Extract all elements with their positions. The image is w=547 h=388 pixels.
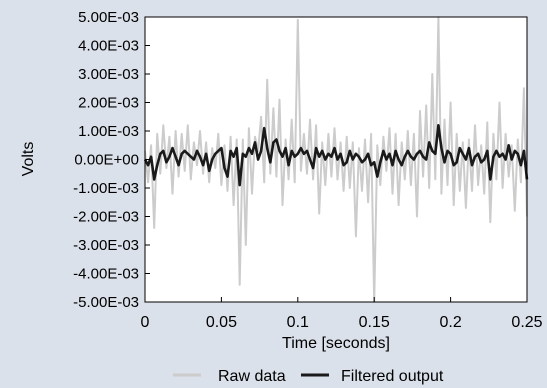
x-tick-label: 0.05 (206, 314, 237, 331)
y-tick-label: 3.00E-03 (78, 66, 139, 83)
y-tick-label: 4.00E-03 (78, 38, 139, 55)
y-tick-label: 5.00E-03 (78, 9, 139, 26)
y-tick-label: -3.00E-03 (73, 237, 139, 254)
legend-label-filtered-output: Filtered output (341, 368, 444, 385)
y-tick-label: -4.00E-03 (73, 266, 139, 283)
y-tick-label: 1.00E-03 (78, 123, 139, 140)
y-tick-label: -5.00E-03 (73, 294, 139, 311)
x-tick-label: 0.1 (287, 314, 309, 331)
x-axis: 0 0.05 0.1 0.15 0.2 0.25 (141, 297, 543, 331)
x-tick-label: 0.2 (439, 314, 461, 331)
filtered-output-line (143, 124, 529, 187)
y-tick-label: 0.00E+00 (74, 152, 139, 169)
y-tick-label: -2.00E-03 (73, 209, 139, 226)
legend-label-raw-data: Raw data (218, 368, 286, 385)
x-tick-label: 0 (141, 314, 150, 331)
y-tick-label: 2.00E-03 (78, 95, 139, 112)
y-axis-label: Volts (20, 142, 37, 177)
x-tick-label: 0.25 (511, 314, 542, 331)
x-axis-label: Time [seconds] (282, 335, 390, 352)
y-tick-label: -1.00E-03 (73, 180, 139, 197)
x-tick-label: 0.15 (359, 314, 390, 331)
filtered-output-series (143, 124, 529, 187)
y-axis: 5.00E-03 4.00E-03 3.00E-03 2.00E-03 1.00E-03… (73, 9, 150, 311)
legend: Raw data Filtered output (173, 368, 444, 385)
